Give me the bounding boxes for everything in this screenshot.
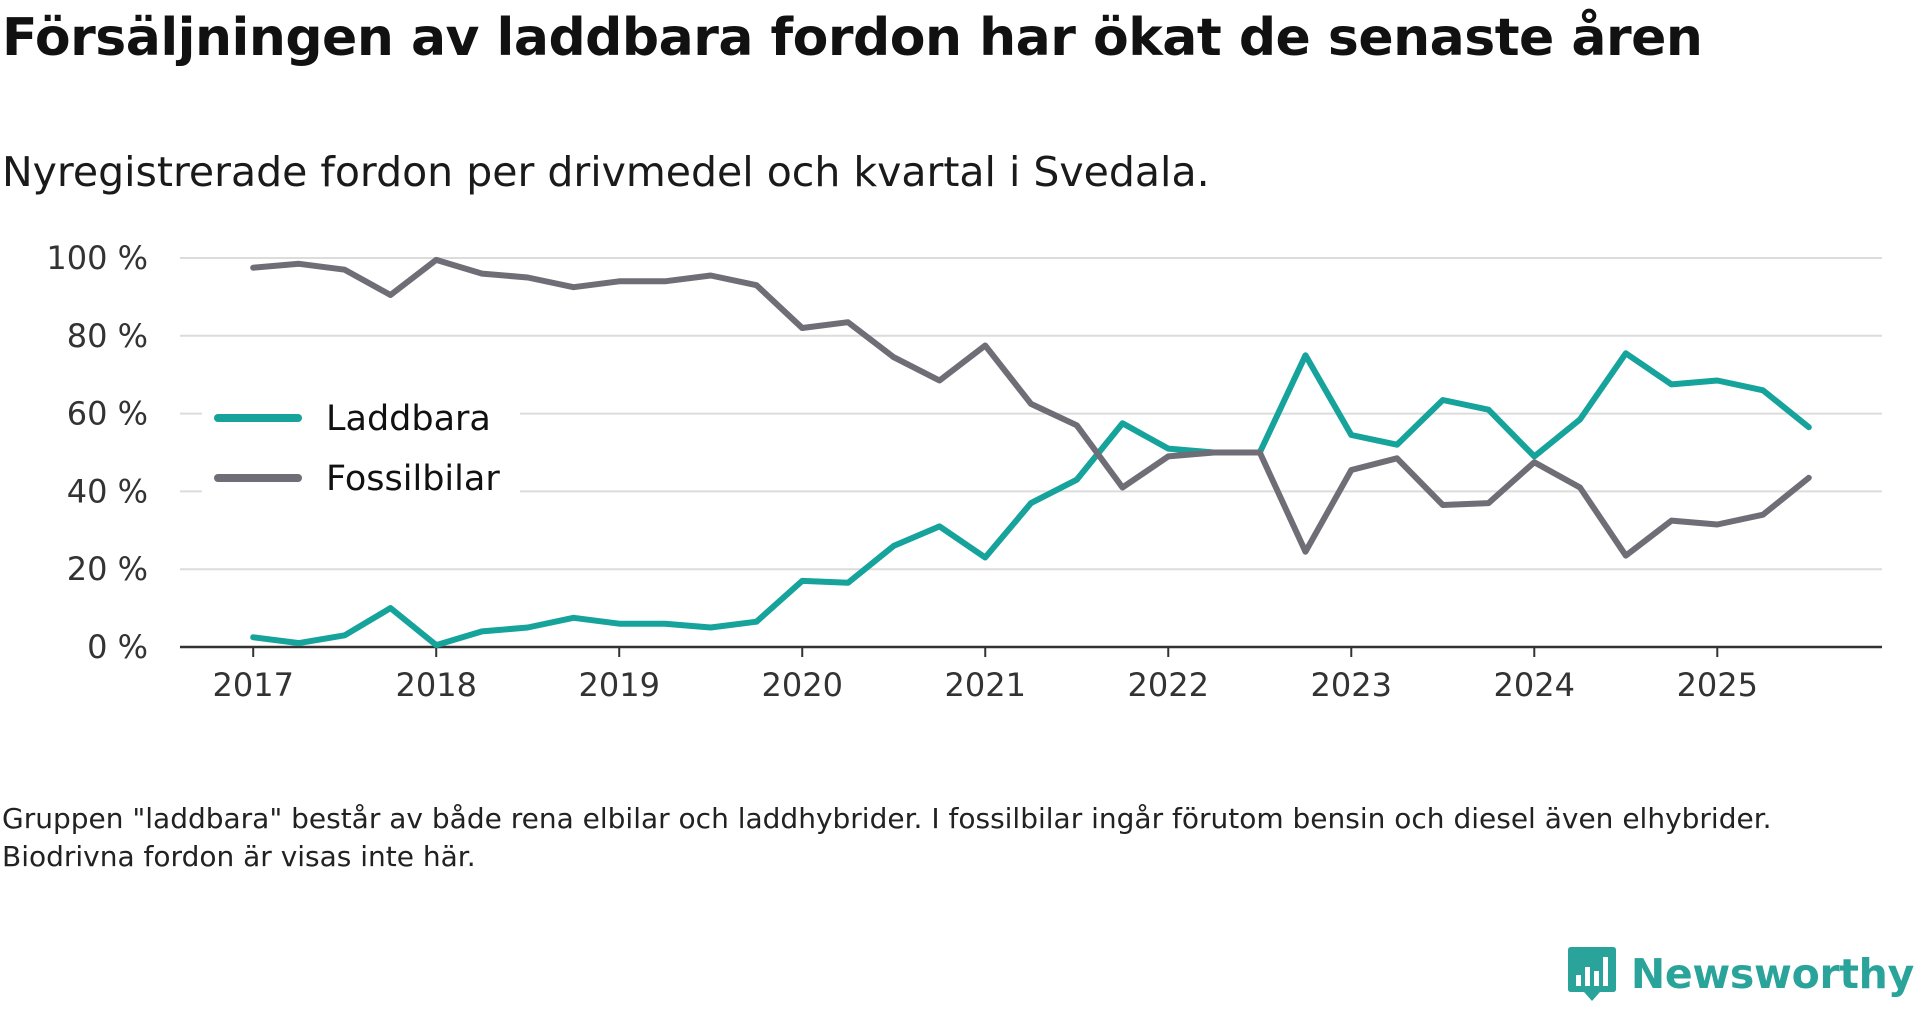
legend-item-fossilbilar: Fossilbilar [202, 448, 520, 504]
x-tick-label: 2023 [1311, 666, 1392, 704]
line-chart: 0 % 20 % 40 % 60 % 80 % 100 % 2017 2018 2019 202… [46, 239, 1882, 704]
footnote: Gruppen "laddbara" består av både rena e… [2, 802, 1772, 873]
chart-title: Försäljningen av laddbara fordon har öka… [2, 8, 1703, 68]
x-tick-label: 2022 [1128, 666, 1209, 704]
y-tick-label: 80 % [67, 317, 148, 355]
series-line-laddbara [250, 350, 1812, 649]
x-tick-label: 2017 [212, 666, 293, 704]
bar-chart-icon [1567, 947, 1616, 1001]
y-tick-label: 60 % [67, 395, 148, 433]
series-line-fossilbilar [250, 256, 1812, 559]
y-axis-tick-labels: 0 % 20 % 40 % 60 % 80 % 100 % [46, 239, 148, 666]
series-lines [250, 256, 1812, 649]
x-tick-label: 2024 [1494, 666, 1575, 704]
brand-logo: Newsworthy [1567, 944, 1914, 1004]
legend-label: Laddbara [326, 399, 491, 439]
legend-label: Fossilbilar [326, 459, 500, 499]
x-tick-label: 2021 [945, 666, 1026, 704]
x-tick-label: 2018 [395, 666, 476, 704]
x-tick-label: 2019 [579, 666, 660, 704]
x-axis-ticks: 2017 2018 2019 2020 2021 2022 2023 2024 2025 [212, 647, 1758, 704]
brand-name: Newsworthy [1630, 950, 1914, 998]
legend-item-laddbara: Laddbara [202, 388, 520, 444]
y-tick-label: 100 % [46, 239, 148, 277]
y-tick-label: 20 % [67, 550, 148, 588]
y-tick-label: 0 % [87, 628, 148, 666]
y-tick-label: 40 % [67, 472, 148, 510]
legend: Laddbara Fossilbilar [202, 388, 520, 504]
x-tick-label: 2025 [1677, 666, 1758, 704]
x-tick-label: 2020 [762, 666, 843, 704]
grid-lines [180, 257, 1882, 571]
chart-subtitle: Nyregistrerade fordon per drivmedel och … [2, 148, 1210, 196]
